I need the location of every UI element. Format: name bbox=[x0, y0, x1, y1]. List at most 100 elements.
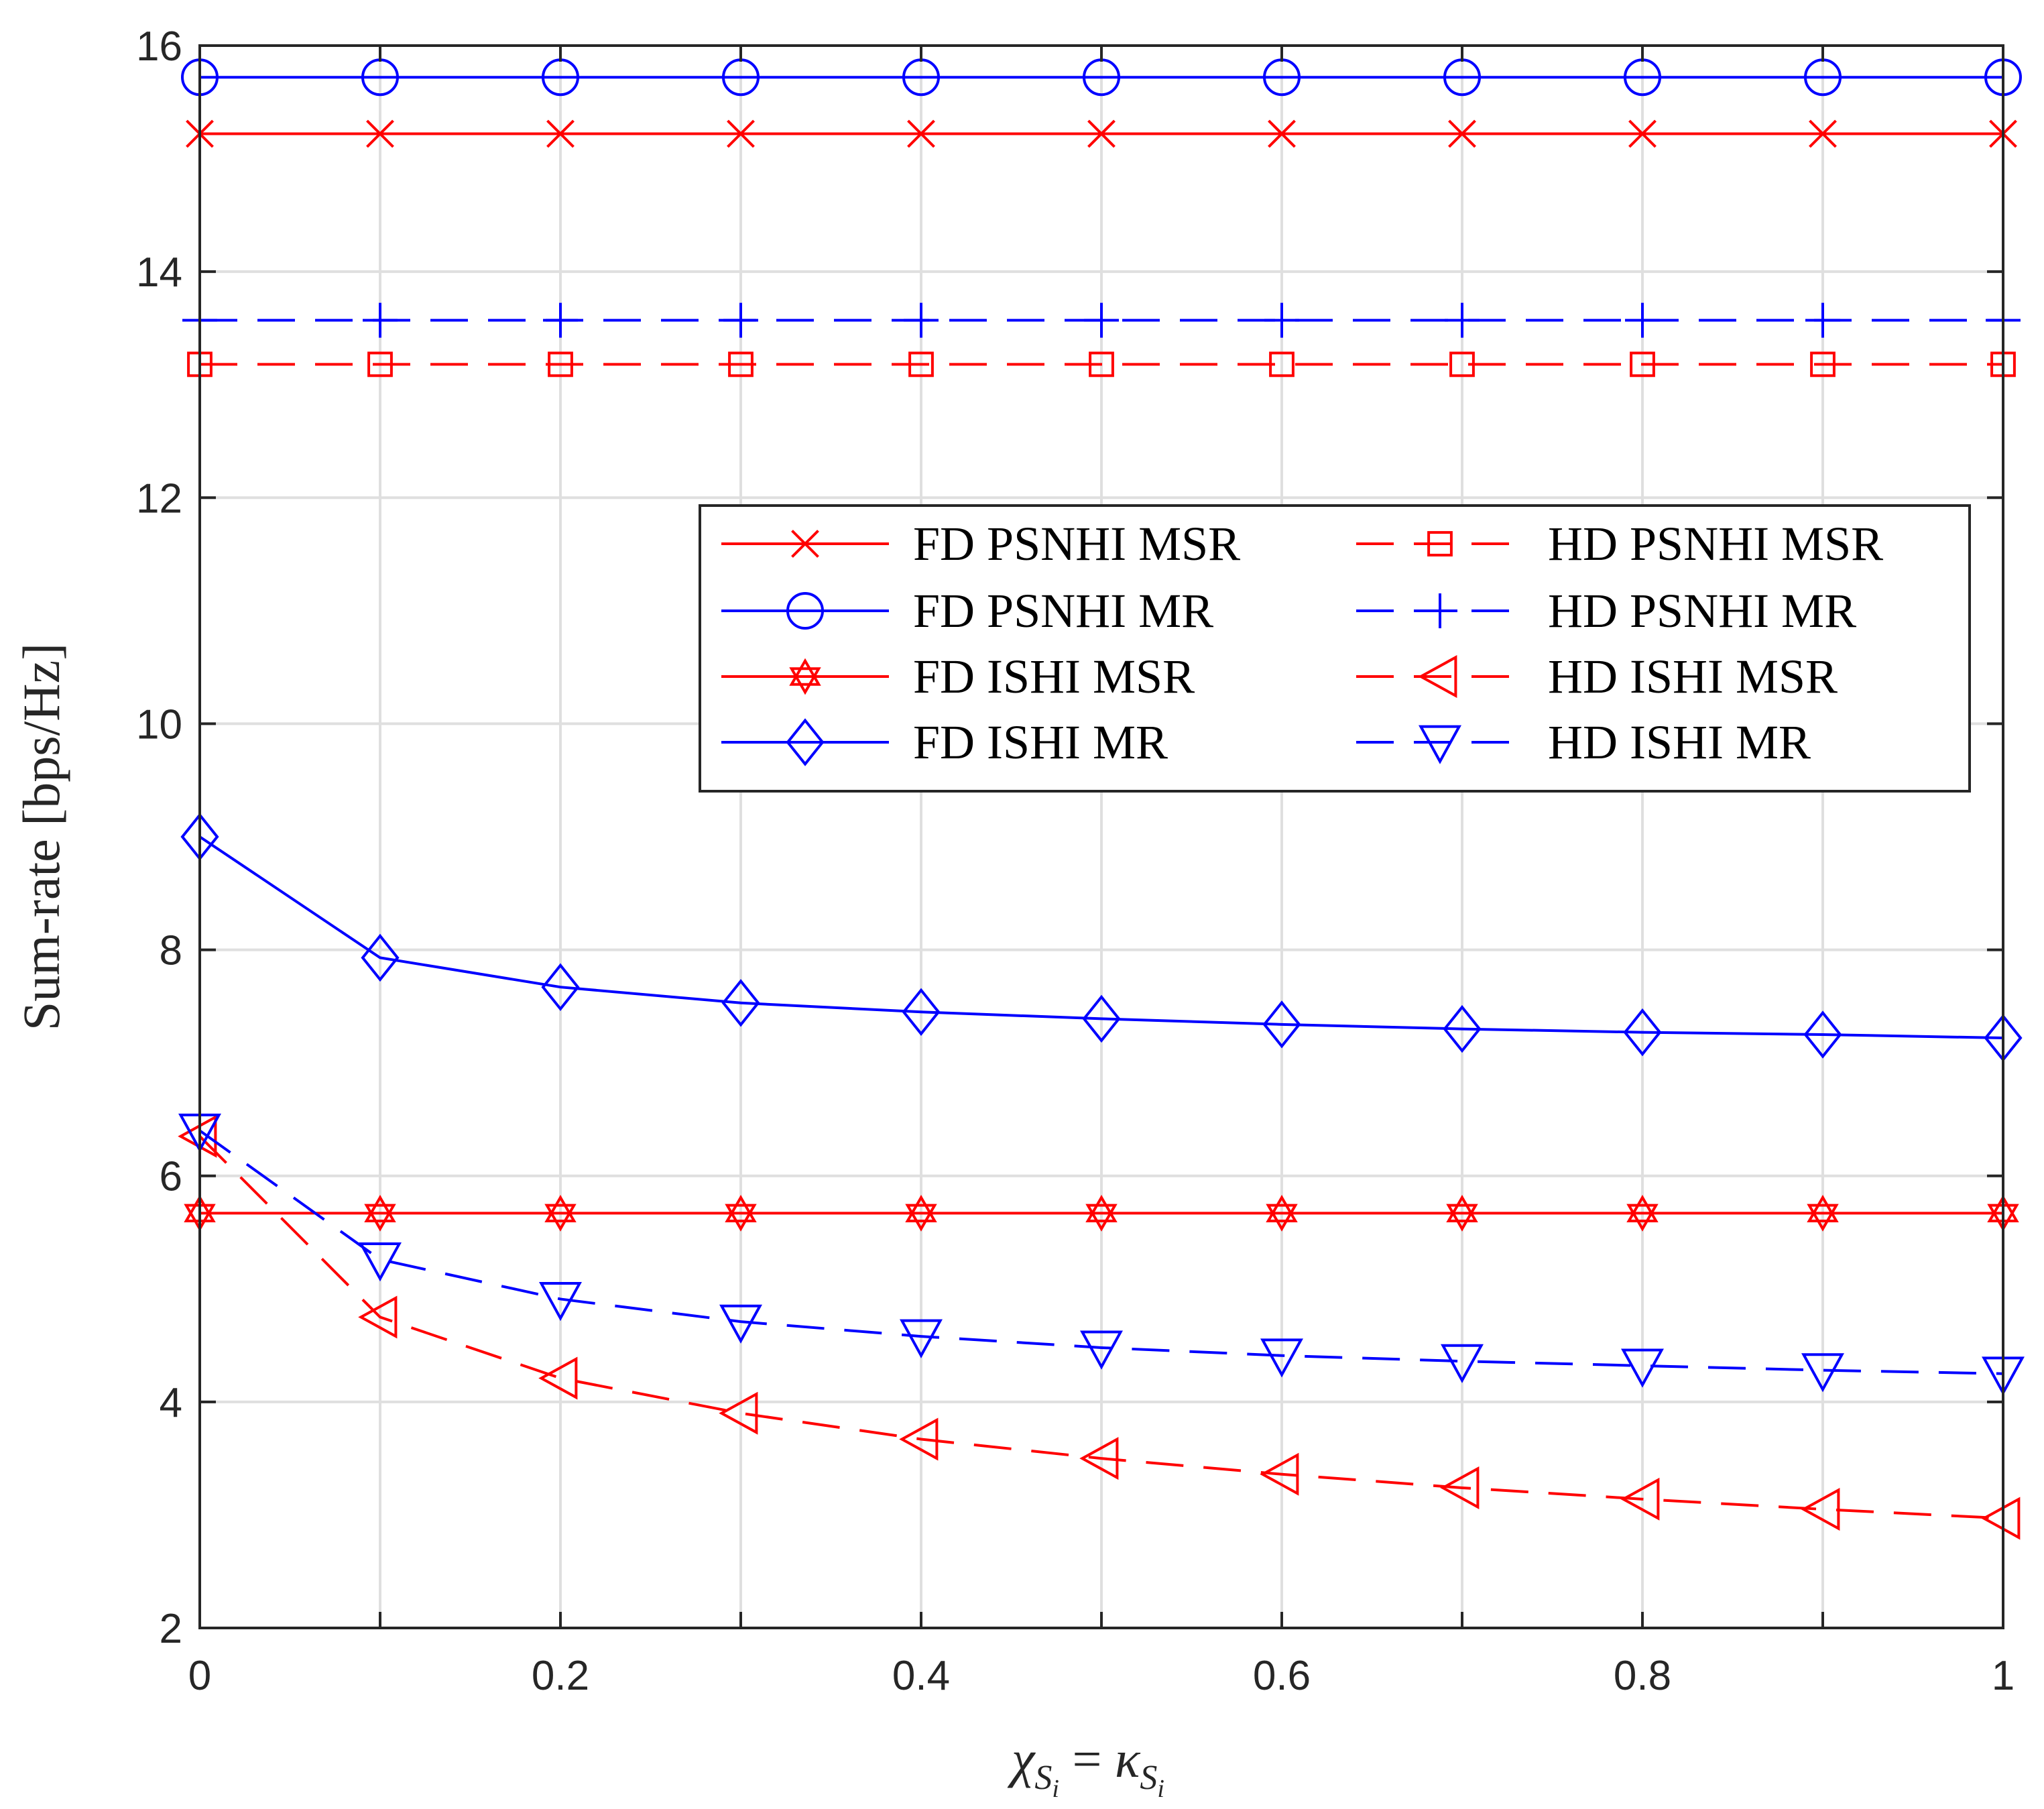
data-point-marker bbox=[899, 1417, 939, 1461]
data-point-marker bbox=[1445, 302, 1480, 338]
series-hd-ishi-msr bbox=[178, 1114, 2021, 1540]
data-point-marker bbox=[1260, 1338, 1303, 1378]
legend-marker bbox=[791, 530, 819, 558]
data-point-marker bbox=[1082, 994, 1121, 1043]
y-tick-label: 16 bbox=[136, 23, 182, 70]
legend-box bbox=[699, 504, 1971, 793]
legend-marker bbox=[1419, 725, 1461, 764]
data-point-marker bbox=[359, 1242, 402, 1282]
data-point-marker bbox=[904, 302, 939, 338]
y-tick-label: 10 bbox=[136, 701, 182, 748]
data-point-marker bbox=[1268, 119, 1296, 148]
legend-label: FD ISHI MR bbox=[913, 715, 1168, 769]
data-point-marker bbox=[538, 1356, 578, 1400]
data-point-marker bbox=[1626, 1194, 1659, 1232]
x-axis-label-sub2: i bbox=[1052, 1775, 1059, 1803]
data-point-marker bbox=[1262, 1000, 1301, 1049]
data-point-marker bbox=[1803, 1010, 1842, 1059]
data-point-marker bbox=[1085, 1194, 1118, 1232]
data-point-marker bbox=[1446, 1194, 1478, 1232]
data-point-marker bbox=[900, 1319, 943, 1358]
legend-marker bbox=[789, 658, 821, 695]
data-point-marker bbox=[1260, 1452, 1299, 1496]
legend-item: FD PSNHI MR bbox=[721, 584, 1213, 638]
data-point-marker bbox=[541, 963, 580, 1011]
legend-label: HD ISHI MSR bbox=[1548, 650, 1838, 703]
legend-marker bbox=[786, 718, 825, 766]
y-tick-label: 2 bbox=[160, 1606, 182, 1652]
series-fd-psnhi-msr bbox=[186, 119, 2017, 148]
legend-item: FD ISHI MR bbox=[721, 715, 1168, 769]
data-point-marker bbox=[1266, 1194, 1298, 1232]
x-tick-label: 0.4 bbox=[892, 1653, 950, 1699]
data-point-marker bbox=[728, 351, 754, 377]
y-tick-label: 6 bbox=[160, 1154, 182, 1200]
legend-marker bbox=[1418, 655, 1457, 698]
x-axis-label-sub: S bbox=[1034, 1759, 1052, 1797]
data-point-marker bbox=[1623, 1008, 1662, 1057]
data-point-marker bbox=[539, 1282, 582, 1322]
axis-labels: Sum-rate [bps/Hz] χSi = κSi bbox=[12, 643, 1164, 1803]
y-axis-label: Sum-rate [bps/Hz] bbox=[12, 643, 70, 1031]
data-point-marker bbox=[902, 988, 941, 1036]
data-point-marker bbox=[367, 351, 393, 377]
data-point-marker bbox=[548, 351, 573, 377]
data-point-marker bbox=[1269, 351, 1295, 377]
legend-item: HD ISHI MR bbox=[1356, 715, 1811, 769]
legend-item: HD PSNHI MSR bbox=[1356, 517, 1883, 571]
data-point-marker bbox=[1809, 119, 1837, 148]
legend: FD PSNHI MSR FD PSNHI MR FD ISHI MSR FD ISH… bbox=[699, 504, 1971, 793]
legend-item: FD PSNHI MSR bbox=[721, 517, 1240, 571]
x-tick-label: 0.8 bbox=[1614, 1653, 1671, 1699]
data-point-marker bbox=[1079, 1437, 1119, 1480]
data-point-marker bbox=[908, 351, 934, 377]
x-axis-label-chi: χ bbox=[1007, 1730, 1036, 1788]
legend-label: HD PSNHI MSR bbox=[1548, 517, 1883, 571]
data-point-marker bbox=[1621, 1348, 1664, 1388]
data-point-marker bbox=[543, 302, 578, 338]
legend-label: FD PSNHI MR bbox=[913, 584, 1213, 638]
series-layer bbox=[178, 58, 2025, 1540]
data-point-marker bbox=[723, 302, 758, 338]
x-axis-label-kappa: κ bbox=[1115, 1730, 1141, 1788]
data-point-marker bbox=[725, 1194, 757, 1232]
data-point-marker bbox=[727, 119, 755, 148]
data-point-marker bbox=[364, 1194, 396, 1232]
x-tick-label: 1 bbox=[1992, 1653, 2015, 1699]
legend-label: FD PSNHI MSR bbox=[913, 517, 1240, 571]
data-point-marker bbox=[1087, 119, 1116, 148]
data-point-marker bbox=[1810, 351, 1836, 377]
series-line bbox=[198, 1135, 2004, 1520]
data-point-marker bbox=[1801, 1488, 1840, 1531]
data-point-marker bbox=[1089, 351, 1114, 377]
x-axis-label-eq: = bbox=[1059, 1730, 1115, 1788]
series-hd-psnhi-msr bbox=[187, 351, 2016, 377]
legend-label: FD ISHI MSR bbox=[913, 650, 1195, 703]
data-point-marker bbox=[358, 1295, 398, 1339]
legend-item: HD PSNHI MR bbox=[1356, 584, 1856, 638]
data-point-marker bbox=[1084, 302, 1119, 338]
series-line bbox=[198, 835, 2004, 1040]
data-point-marker bbox=[719, 1391, 758, 1435]
data-point-marker bbox=[907, 119, 935, 148]
data-point-marker bbox=[546, 119, 575, 148]
data-point-marker bbox=[905, 1194, 937, 1232]
data-point-marker bbox=[1801, 1353, 1844, 1393]
legend-marker bbox=[1427, 531, 1453, 557]
legend-marker bbox=[1423, 593, 1457, 628]
y-tick-label: 12 bbox=[136, 475, 182, 522]
x-tick-label: 0 bbox=[188, 1653, 211, 1699]
data-point-marker bbox=[1805, 302, 1840, 338]
data-point-marker bbox=[1264, 302, 1299, 338]
data-point-marker bbox=[719, 1304, 762, 1344]
data-point-marker bbox=[1443, 1004, 1482, 1053]
data-point-marker bbox=[544, 1194, 577, 1232]
data-point-marker bbox=[1441, 1344, 1484, 1383]
data-point-marker bbox=[361, 933, 400, 982]
data-point-marker bbox=[1440, 1466, 1480, 1509]
x-axis-label-sub-b: S bbox=[1140, 1759, 1157, 1797]
legend-label: HD ISHI MR bbox=[1548, 715, 1811, 769]
data-point-marker bbox=[1448, 119, 1476, 148]
